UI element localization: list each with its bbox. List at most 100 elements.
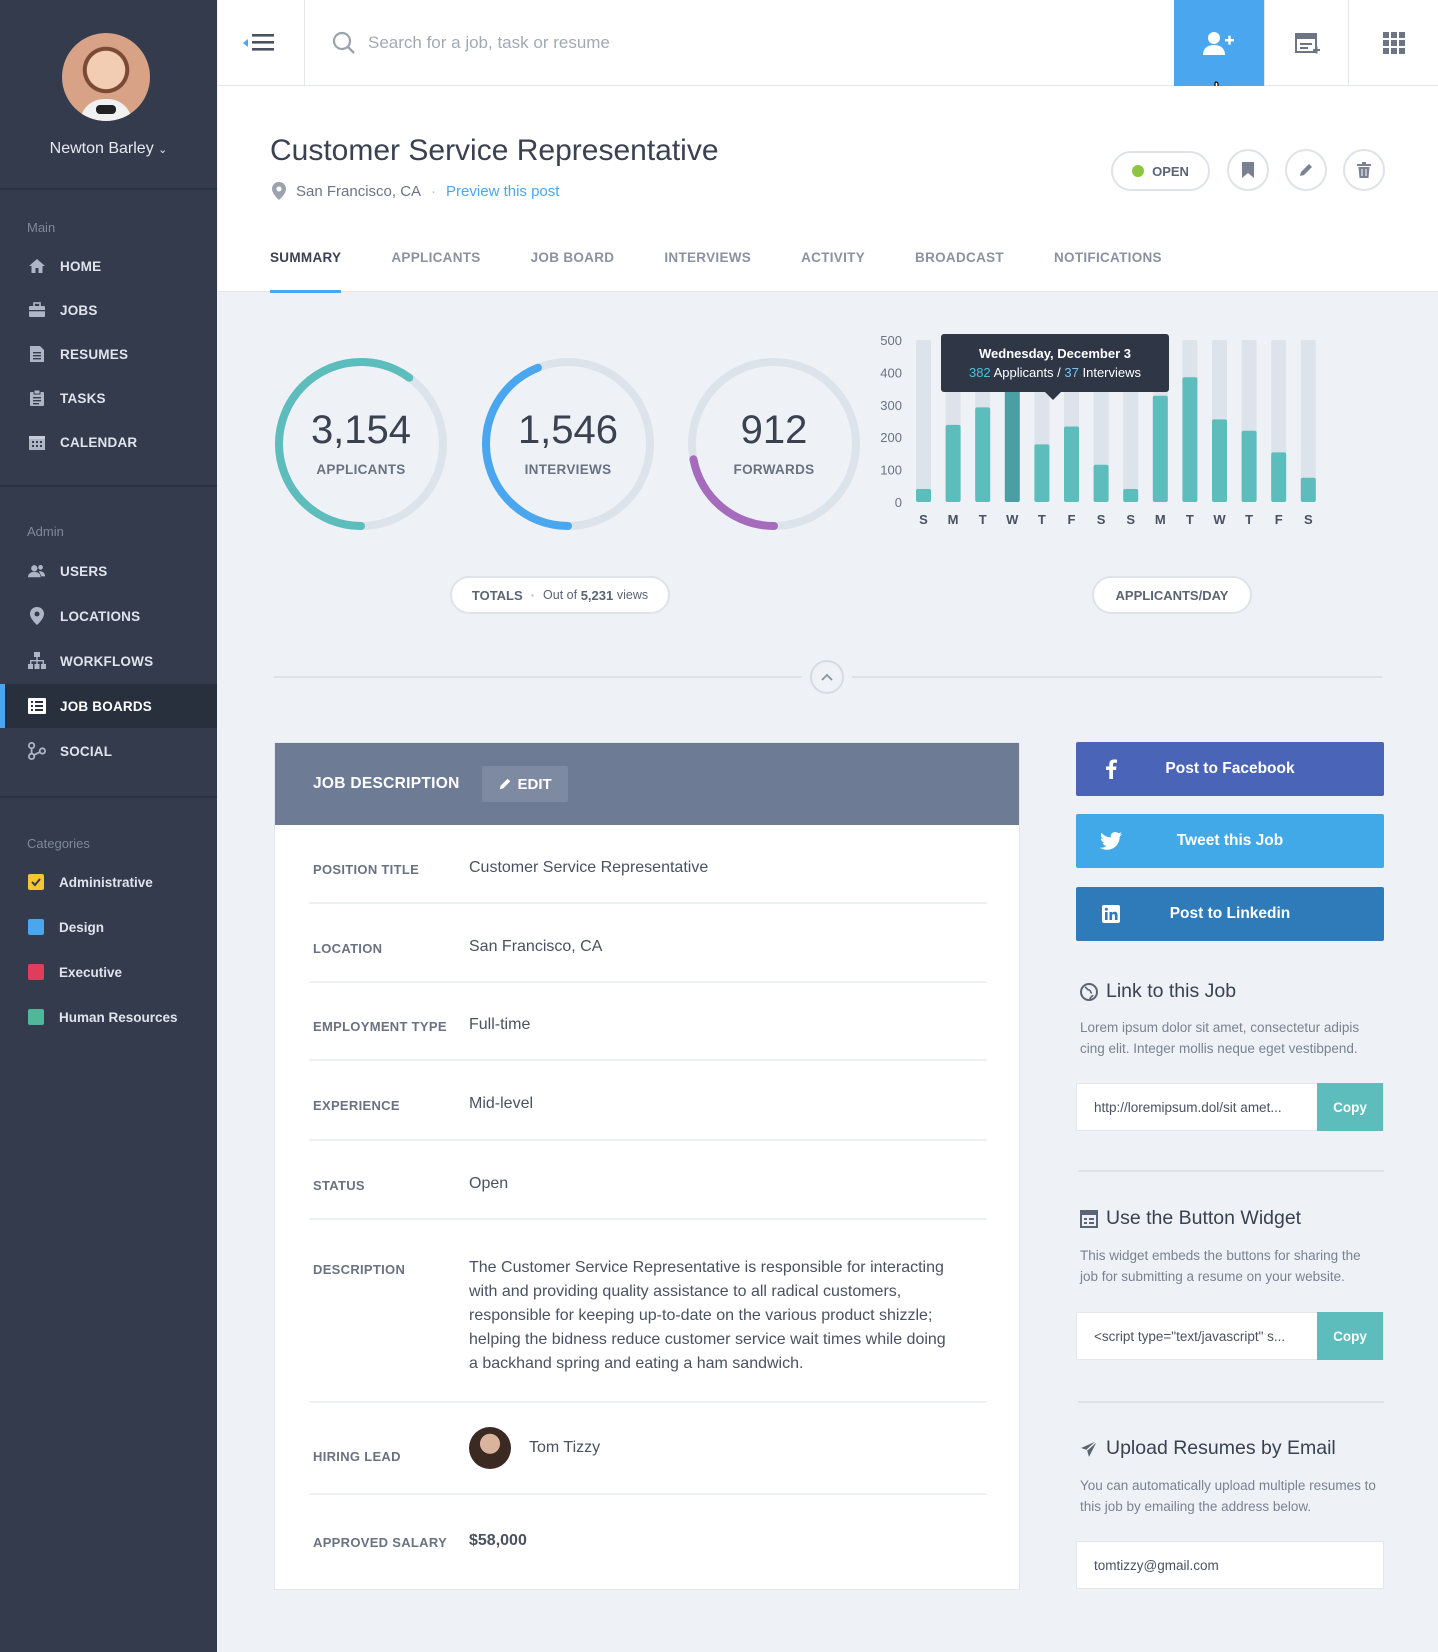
nav-section-main: Main (27, 220, 56, 235)
grid-icon (1382, 32, 1405, 54)
sidebar-item-locations[interactable]: LOCATIONS (0, 594, 217, 638)
job-link-field[interactable]: http://loremipsum.dol/sit amet... Copy (1076, 1083, 1384, 1131)
category-checkbox[interactable] (28, 874, 44, 890)
category-label: Human Resources (59, 1009, 178, 1025)
chart-bar[interactable] (1241, 430, 1257, 502)
chart-bar[interactable] (1064, 426, 1079, 502)
sidebar-item-social[interactable]: SOCIAL (0, 729, 217, 773)
job-tabs: SUMMARY APPLICANTS JOB BOARD INTERVIEWS … (270, 236, 1212, 293)
sidebar-item-users[interactable]: USERS (0, 549, 217, 593)
list-board-icon (28, 698, 46, 714)
widget-divider (1078, 1401, 1384, 1403)
job-link-value[interactable]: http://loremipsum.dol/sit amet... (1094, 1099, 1282, 1115)
tweet-job-button[interactable]: Tweet this Job (1076, 814, 1384, 868)
search-icon (332, 31, 355, 54)
category-administrative[interactable]: Administrative (0, 860, 217, 904)
user-avatar[interactable] (62, 33, 150, 121)
sidebar-item-resumes[interactable]: RESUMES (0, 332, 217, 376)
chart-bar[interactable] (1152, 395, 1168, 502)
forwards-progress-arc (688, 358, 860, 530)
embed-code-field[interactable]: <script type="text/javascript" s... Copy (1076, 1312, 1384, 1360)
tab-activity[interactable]: ACTIVITY (801, 250, 866, 265)
detail-row: POSITION TITLE Customer Service Represen… (309, 825, 987, 904)
status-toggle[interactable]: OPEN (1111, 151, 1210, 191)
y-tick-label: 500 (880, 333, 902, 348)
document-icon (28, 346, 46, 362)
detail-row: APPROVED SALARY $58,000 (309, 1495, 987, 1589)
x-tick-label: S (1097, 512, 1106, 527)
user-name: Newton Barley (49, 140, 154, 157)
sidebar: Newton Barley ⌄ Main HOME JOBS RESUMES T… (0, 0, 217, 1652)
tab-broadcast[interactable]: BROADCAST (915, 250, 1004, 265)
chart-bar[interactable] (1004, 380, 1020, 503)
apps-button[interactable] (1348, 0, 1438, 86)
map-pin-icon (28, 607, 46, 625)
bookmark-button[interactable] (1227, 149, 1269, 191)
sidebar-item-label: SOCIAL (60, 743, 113, 759)
share-label: Post to Facebook (1165, 760, 1295, 777)
upload-email-value[interactable]: tomtizzy@gmail.com (1094, 1557, 1219, 1573)
chart-bar[interactable] (1271, 452, 1287, 502)
page-title: Customer Service Representative (270, 134, 719, 167)
chart-bar[interactable] (975, 407, 991, 502)
sidebar-item-calendar[interactable]: CALENDAR (0, 420, 217, 464)
post-to-linkedin-button[interactable]: Post to Linkedin (1076, 887, 1384, 941)
copy-link-button[interactable]: Copy (1317, 1083, 1383, 1131)
chart-bar[interactable] (1212, 419, 1227, 502)
clipboard-icon (28, 389, 46, 406)
tab-applicants[interactable]: APPLICANTS (391, 250, 481, 265)
edit-button[interactable] (1285, 149, 1327, 191)
card-header: JOB DESCRIPTION EDIT (275, 743, 1019, 825)
interviews-label: INTERVIEWS (524, 462, 612, 477)
chart-bar[interactable] (1300, 477, 1316, 502)
link-widget-title: Link to this Job (1080, 980, 1236, 1003)
tab-interviews[interactable]: INTERVIEWS (664, 250, 752, 265)
x-tick-label: W (1213, 512, 1226, 527)
category-executive[interactable]: Executive (0, 950, 217, 994)
post-to-facebook-button[interactable]: Post to Facebook (1076, 742, 1384, 796)
section-divider (274, 676, 802, 678)
user-menu[interactable]: Newton Barley ⌄ (0, 140, 217, 158)
forwards-ring: 912 FORWARDS (686, 356, 862, 532)
chart-bar[interactable] (1093, 464, 1109, 502)
calendar-icon (28, 434, 46, 450)
detail-label: DESCRIPTION (313, 1262, 406, 1277)
applicants-label: APPLICANTS (316, 462, 406, 477)
sidebar-item-tasks[interactable]: TASKS (0, 376, 217, 420)
tab-summary[interactable]: SUMMARY (270, 236, 342, 293)
delete-button[interactable] (1343, 149, 1385, 191)
x-tick-label: F (1275, 512, 1283, 527)
chart-tooltip: Wednesday, December 3 382 Applicants / 3… (941, 334, 1169, 400)
add-user-button[interactable] (1174, 0, 1264, 102)
category-human-resources[interactable]: Human Resources (0, 995, 217, 1039)
category-checkbox[interactable] (28, 1009, 44, 1025)
search-input[interactable] (368, 28, 888, 58)
tab-notifications[interactable]: NOTIFICATIONS (1053, 250, 1162, 265)
edit-description-button[interactable]: EDIT (481, 766, 568, 802)
sidebar-toggle-button[interactable] (218, 0, 305, 86)
sidebar-item-workflows[interactable]: WORKFLOWS (0, 639, 217, 683)
sidebar-item-label: TASKS (60, 390, 106, 406)
collapse-stats-button[interactable] (810, 660, 844, 694)
chart-bar[interactable] (1034, 444, 1050, 502)
add-event-button[interactable] (1264, 0, 1348, 86)
preview-post-link[interactable]: Preview this post (446, 182, 560, 200)
sidebar-item-home[interactable]: HOME (0, 244, 217, 288)
embed-code-value[interactable]: <script type="text/javascript" s... (1094, 1328, 1286, 1344)
chart-bar[interactable] (916, 489, 931, 502)
category-checkbox[interactable] (28, 919, 44, 935)
sidebar-item-jobs[interactable]: JOBS (0, 288, 217, 332)
separator-dot: · (431, 182, 437, 200)
totals-label: TOTALS (471, 587, 523, 603)
chart-bar[interactable] (1182, 377, 1198, 502)
category-checkbox[interactable] (28, 964, 44, 980)
upload-email-field[interactable]: tomtizzy@gmail.com (1076, 1541, 1384, 1589)
tab-job-board[interactable]: JOB BOARD (530, 250, 615, 265)
chart-bar-track (1300, 340, 1316, 502)
copy-embed-button[interactable]: Copy (1317, 1312, 1383, 1360)
chart-bar[interactable] (1123, 489, 1139, 502)
sidebar-item-job-boards[interactable]: JOB BOARDS (0, 684, 217, 728)
chart-bar[interactable] (945, 424, 961, 502)
interviews-count: 1,546 (517, 408, 619, 452)
category-design[interactable]: Design (0, 905, 217, 949)
